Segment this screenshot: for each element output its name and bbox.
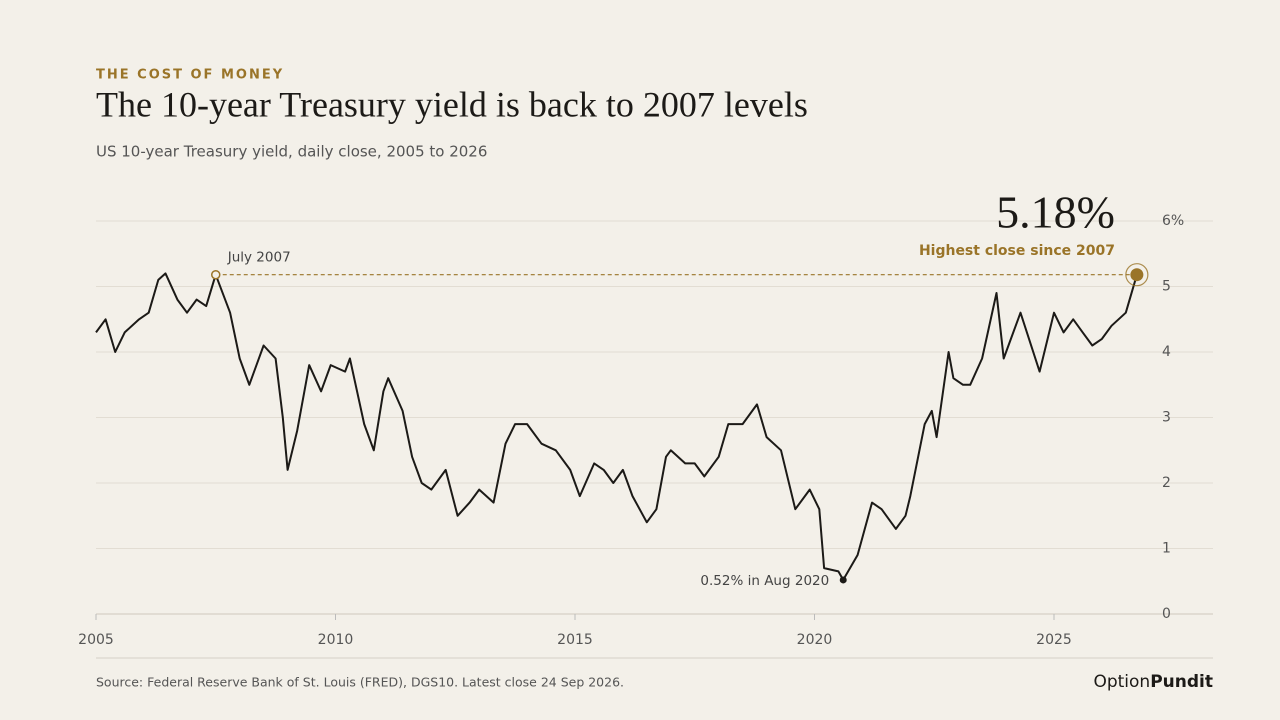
source: Source: Federal Reserve Bank of St. Loui… [96, 675, 624, 690]
x-tick-label: 2005 [78, 632, 114, 648]
annotation-marker [839, 576, 847, 584]
annotation-label: July 2007 [227, 250, 291, 266]
y-tick-label: 0 [1162, 606, 1171, 622]
x-tick-label: 2020 [797, 632, 833, 648]
kicker: THE COST OF MONEY [96, 68, 284, 83]
x-tick-label: 2025 [1036, 632, 1072, 648]
y-tick-label: 1 [1162, 541, 1171, 557]
annotation-label: 0.52% in Aug 2020 [700, 573, 829, 589]
highlight-value: 5.18% [996, 187, 1115, 238]
y-tick-label: 5 [1162, 279, 1171, 295]
y-tick-label: 3 [1162, 410, 1171, 426]
y-tick-label: 4 [1162, 344, 1171, 360]
subtitle: US 10-year Treasury yield, daily close, … [96, 143, 487, 161]
plot: 0 1 2 3 4 5 6% 2005 2010 2015 2020 2025 July 2007 0.5… [78, 187, 1213, 648]
annotation-marker [210, 269, 221, 280]
y-tick-label: 2 [1162, 475, 1171, 491]
brand-light: Option [1093, 672, 1150, 692]
chart-title: The 10-year Treasury yield is back to 20… [96, 84, 808, 124]
x-tick-label: 2010 [318, 632, 354, 648]
brand-bold: Pundit [1150, 672, 1213, 692]
highlight-note: Highest close since 2007 [919, 243, 1115, 259]
brand: OptionPundit [1093, 672, 1213, 692]
highlight-halo [1125, 263, 1149, 287]
x-tick-label: 2015 [557, 632, 593, 648]
yield-line [95, 272, 1138, 581]
highlight-marker [1130, 268, 1144, 282]
y-tick-label: 6% [1162, 213, 1184, 229]
